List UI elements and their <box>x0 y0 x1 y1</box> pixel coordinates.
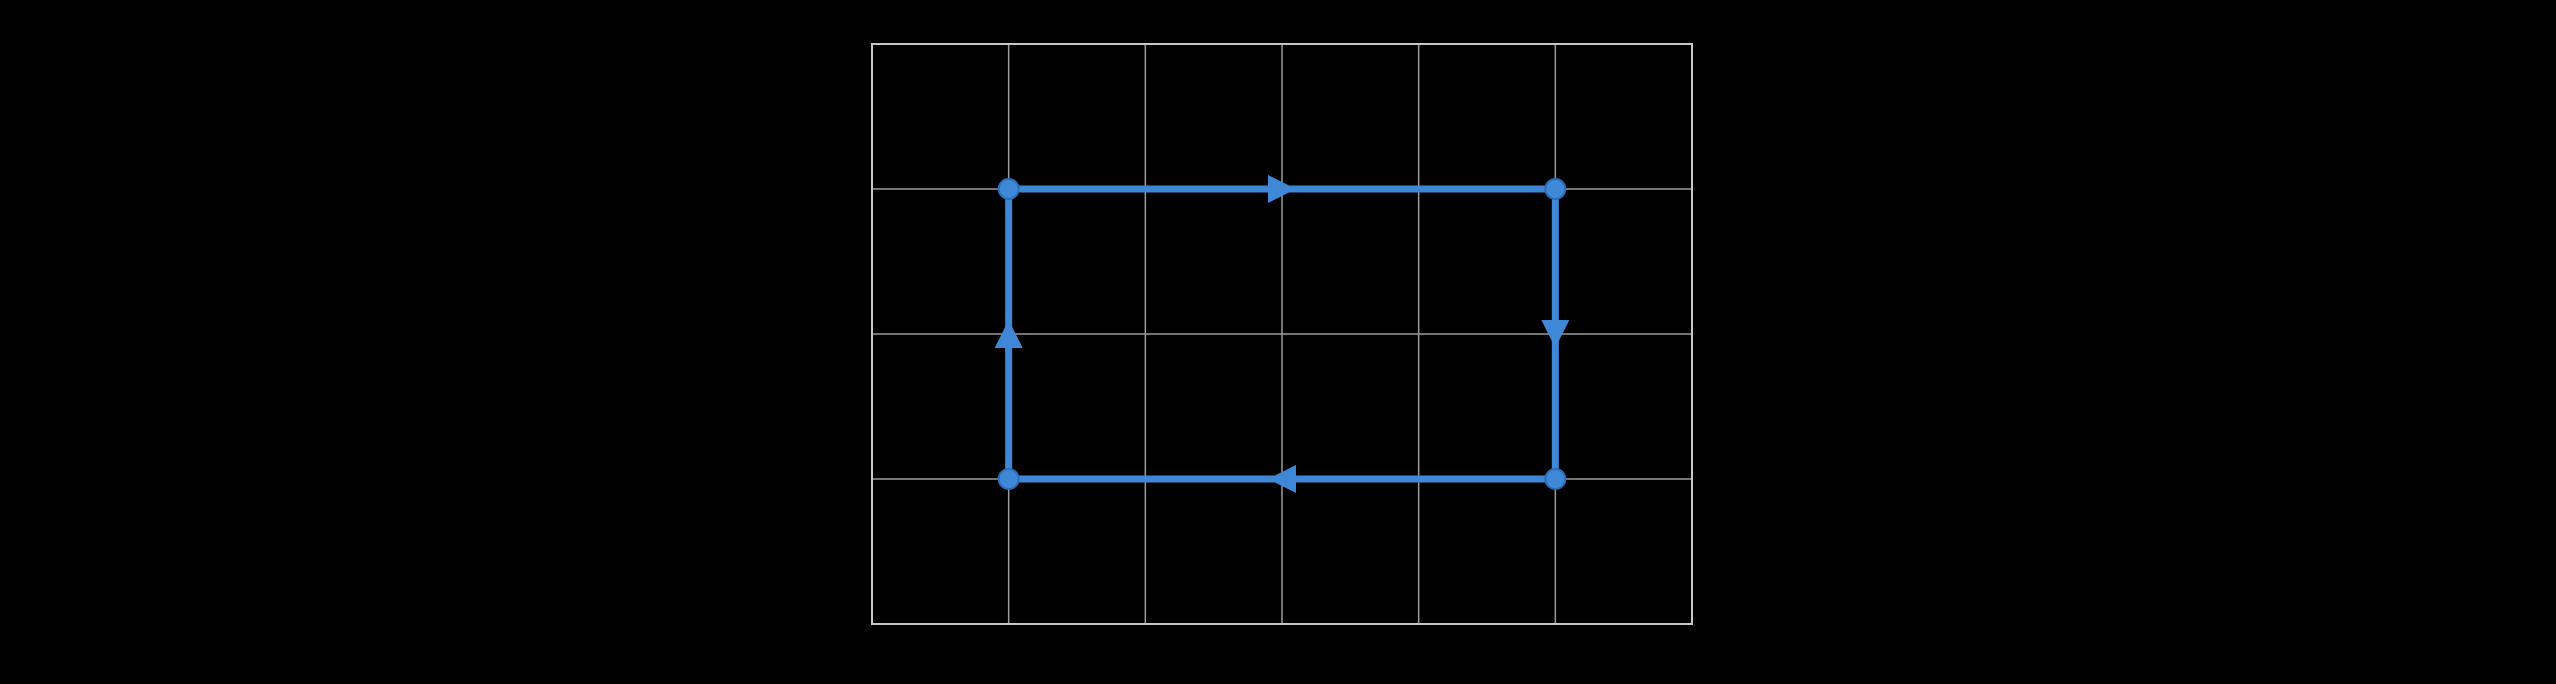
background <box>0 0 2556 684</box>
node <box>999 179 1019 199</box>
diagram-stage <box>0 0 2556 684</box>
node <box>1545 469 1565 489</box>
cycle-diagram <box>0 0 2556 684</box>
node <box>999 469 1019 489</box>
node <box>1545 179 1565 199</box>
